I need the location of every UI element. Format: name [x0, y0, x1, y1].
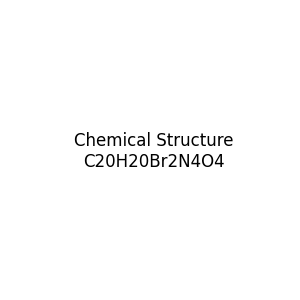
Text: Chemical Structure
C20H20Br2N4O4: Chemical Structure C20H20Br2N4O4 — [74, 132, 233, 171]
